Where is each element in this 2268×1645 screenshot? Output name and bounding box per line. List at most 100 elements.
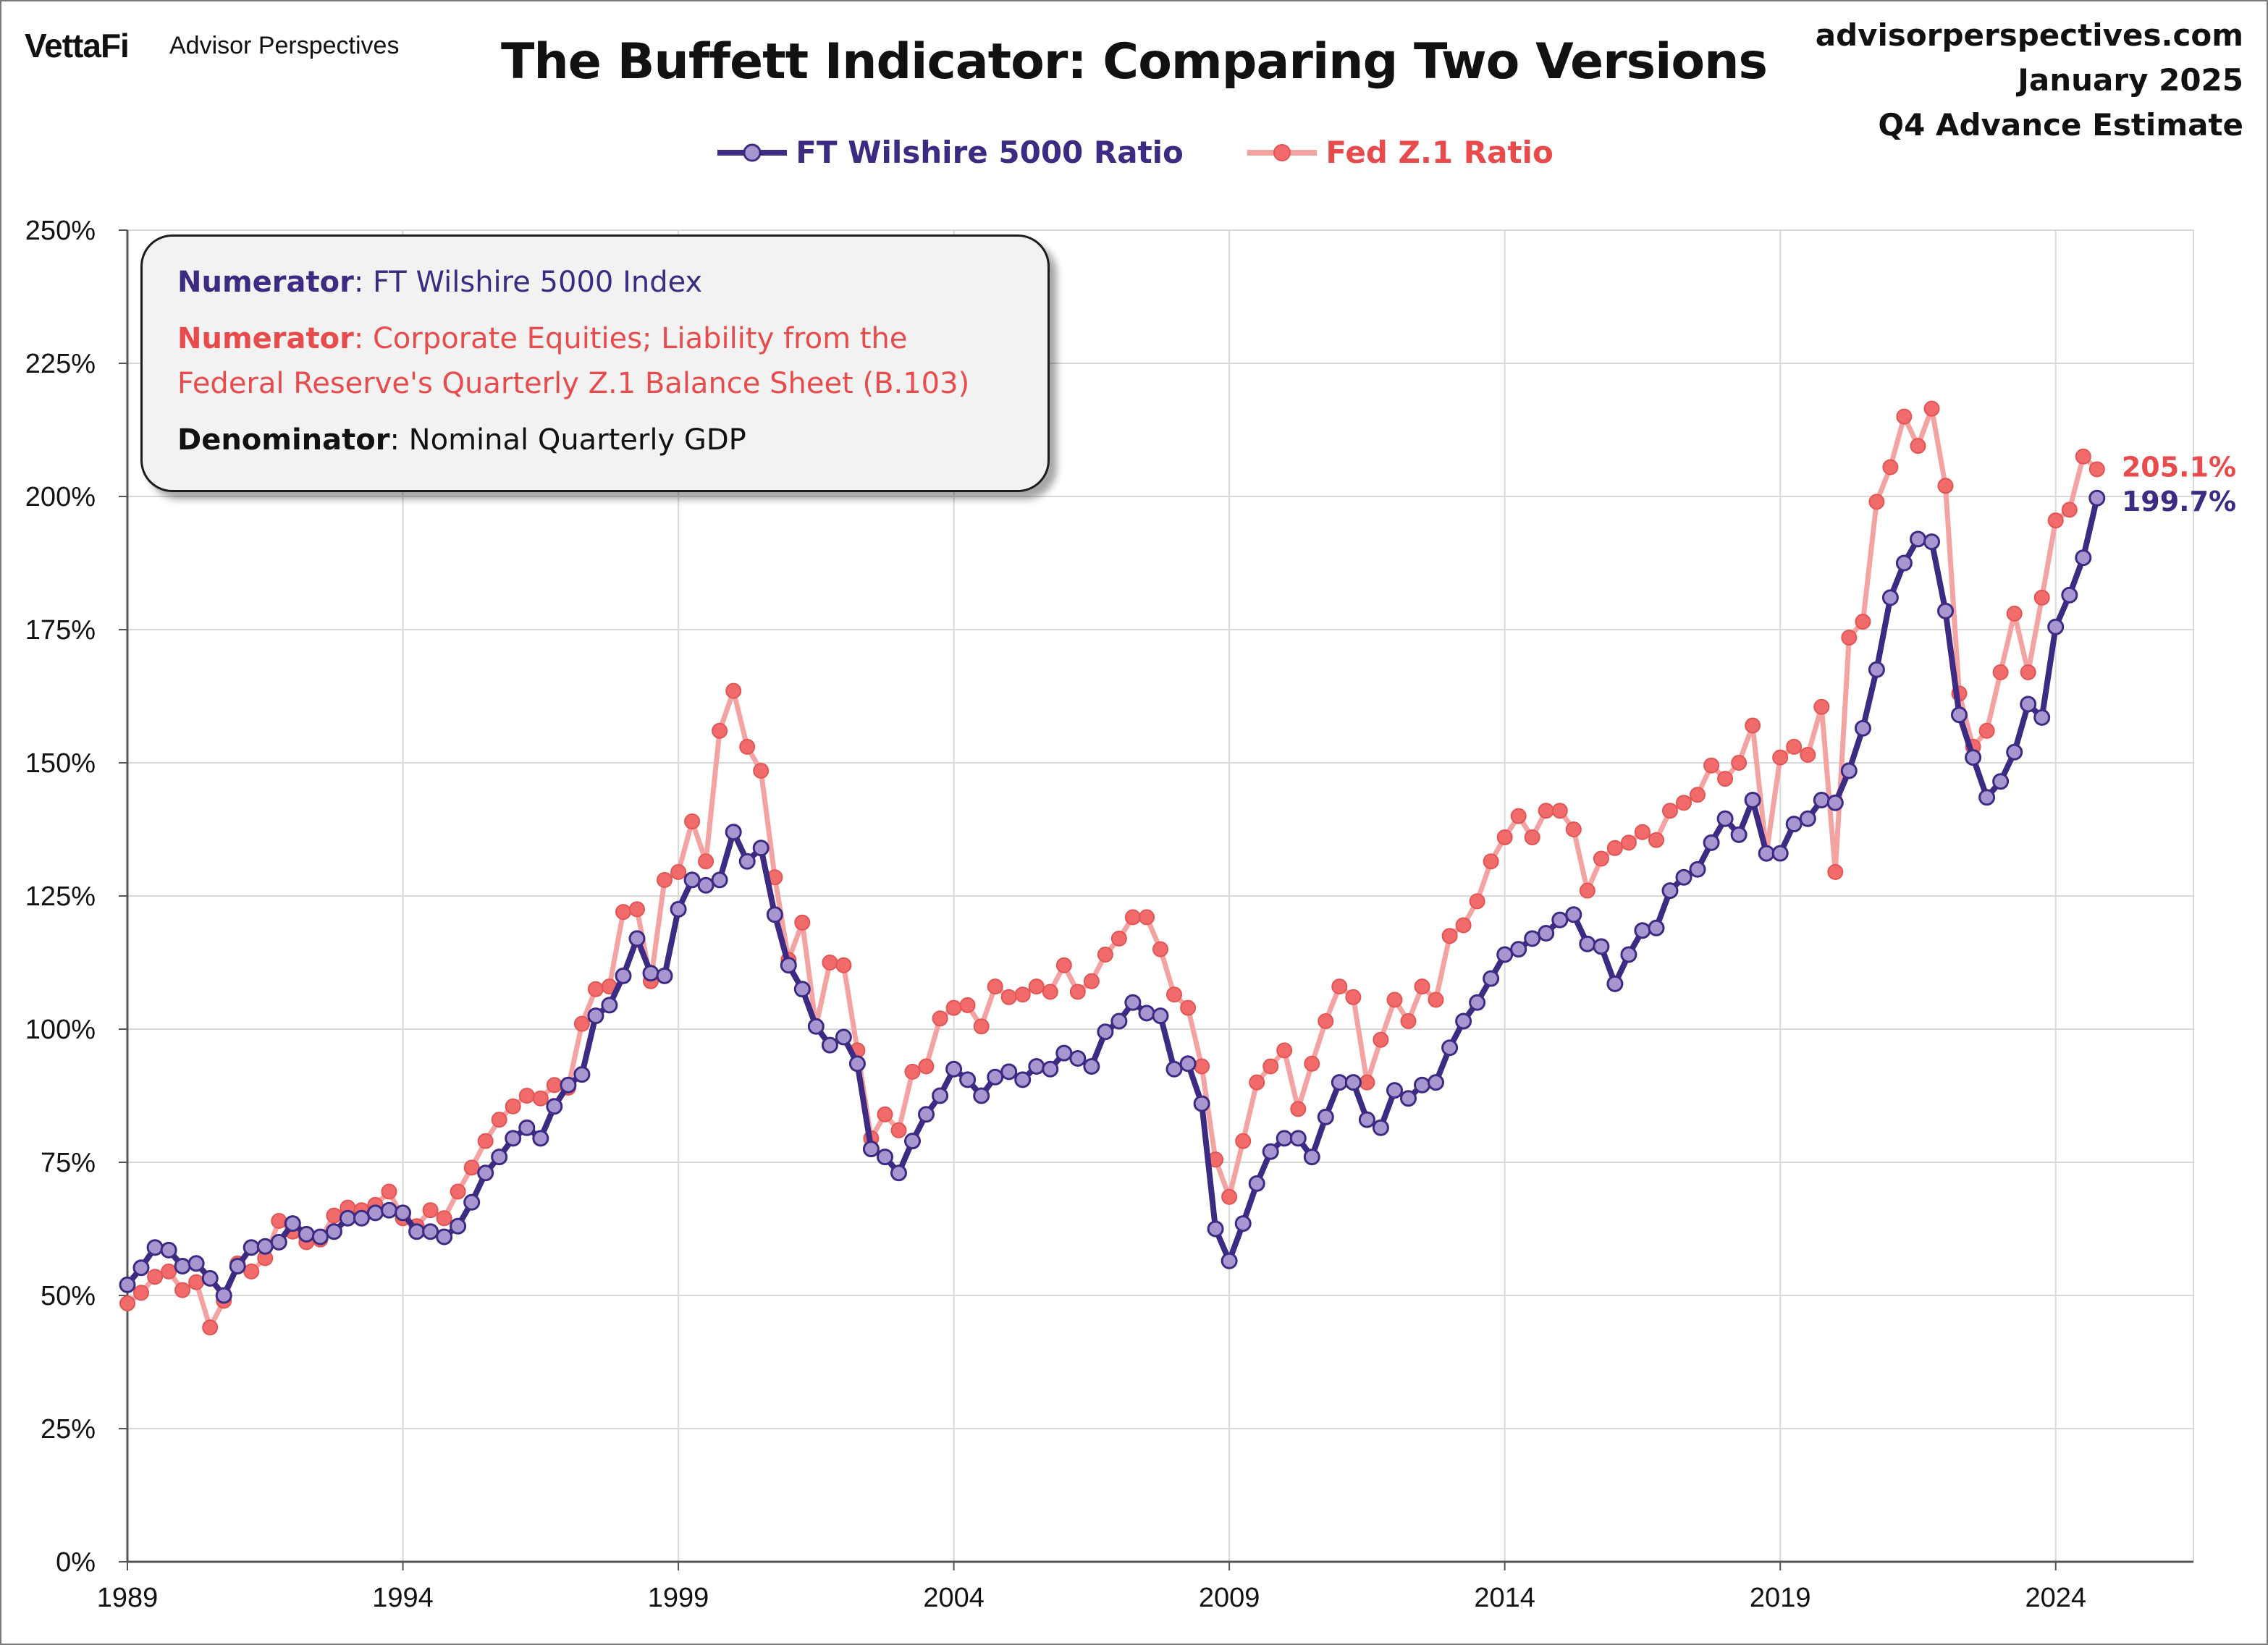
wilshire-series-point <box>1055 1044 1073 1062</box>
wilshire-series-point <box>422 1223 439 1240</box>
wilshire-series-point <box>1565 906 1582 923</box>
wilshire-series-point <box>904 1133 921 1150</box>
fed-series-point <box>1386 991 1403 1008</box>
wilshire-series-point <box>1923 533 1940 551</box>
wilshire-series-point <box>1414 1076 1430 1094</box>
fed-series-point <box>1882 459 1899 475</box>
y-tick-label: 75% <box>41 1148 96 1178</box>
wilshire-series-point <box>848 1055 866 1073</box>
y-tick-label: 125% <box>25 881 96 912</box>
fed-series-point <box>1855 614 1871 630</box>
fed-series-point <box>959 997 976 1013</box>
wilshire-series-point <box>311 1228 329 1246</box>
x-tick-label: 2014 <box>1474 1583 1535 1613</box>
wilshire-series-point <box>1689 860 1706 878</box>
wilshire-series-point <box>1138 1005 1155 1022</box>
wilshire-series-point <box>491 1149 508 1166</box>
wilshire-series-point <box>587 1007 604 1025</box>
wilshire-series-point <box>1593 938 1610 955</box>
wilshire-series-point <box>1937 602 1954 619</box>
fed-series-point <box>1717 771 1734 787</box>
wilshire-series-point <box>862 1141 880 1158</box>
wilshire-series-point <box>835 1028 852 1046</box>
fed-series-point <box>1428 991 1444 1008</box>
wilshire-series-point <box>1248 1175 1265 1192</box>
wilshire-series-point <box>1978 789 1996 806</box>
fed-series-point <box>422 1202 439 1219</box>
wilshire-series-point <box>918 1106 935 1123</box>
wilshire-series-point <box>1840 762 1858 779</box>
info-fed-numerator: Numerator: Corporate Equities; Liability… <box>177 322 908 355</box>
wilshire-series-point <box>146 1239 164 1256</box>
fed-series-point <box>2075 448 2091 465</box>
wilshire-series-point <box>1234 1215 1252 1232</box>
x-tick-label: 2024 <box>2025 1583 2086 1613</box>
wilshire-series-point <box>1358 1111 1375 1128</box>
wilshire-series-point <box>821 1036 838 1054</box>
wilshire-series-point <box>642 965 659 982</box>
wilshire-series-point <box>1606 975 1624 992</box>
y-tick-label: 175% <box>25 615 96 646</box>
wilshire-series-point <box>546 1098 563 1115</box>
fed-series-point <box>1772 749 1789 766</box>
wilshire-series-point <box>256 1238 274 1255</box>
wilshire-series-point <box>725 824 742 841</box>
wilshire-series-point <box>1965 749 1982 766</box>
fed-series-point <box>1538 803 1554 819</box>
wilshire-series-point <box>2075 549 2092 567</box>
fed-series-point <box>1565 821 1582 837</box>
wilshire-series-point <box>1881 589 1899 606</box>
wilshire-series-point <box>793 981 811 998</box>
wilshire-series-point <box>1648 919 1665 936</box>
wilshire-series-point <box>1028 1058 1045 1075</box>
y-tick-label: 200% <box>25 482 96 512</box>
wilshire-series-point <box>1207 1220 1224 1238</box>
wilshire-series-point <box>1014 1071 1032 1088</box>
wilshire-series-point <box>298 1225 315 1243</box>
fed-series-point <box>1290 1101 1307 1117</box>
fed-series-point <box>174 1282 191 1298</box>
wilshire-series-point <box>1758 845 1775 862</box>
wilshire-series-point <box>1317 1108 1334 1125</box>
wilshire-series-point <box>229 1258 246 1274</box>
fed-series-point <box>2047 512 2064 529</box>
fed-series-point <box>1097 947 1113 963</box>
x-tick-label: 2019 <box>1750 1583 1811 1613</box>
wilshire-series-point <box>1441 1039 1459 1057</box>
fed-end-label: 205.1% <box>2122 451 2236 483</box>
wilshire-series-point <box>1785 816 1803 833</box>
fed-series-point <box>1180 999 1197 1016</box>
wilshire-series-point <box>766 906 783 923</box>
wilshire-series-point <box>1771 845 1789 862</box>
wilshire-series-point <box>339 1209 356 1227</box>
wilshire-series-point <box>1110 1012 1128 1030</box>
legend-wilshire-label: FT Wilshire 5000 Ratio <box>796 135 1184 170</box>
wilshire-series-point <box>670 900 687 918</box>
wilshire-series-point <box>1372 1119 1389 1136</box>
wilshire-series-point <box>187 1255 205 1272</box>
fed-series-point <box>698 853 714 870</box>
fed-series-point <box>739 738 756 755</box>
wilshire-series-point <box>738 853 756 870</box>
wilshire-series-point <box>780 957 797 974</box>
wilshire-series-point <box>450 1217 467 1235</box>
wilshire-series-point <box>1579 935 1596 952</box>
wilshire-series-point <box>1483 970 1500 987</box>
wilshire-series-point <box>877 1149 893 1166</box>
fed-series-point <box>450 1183 466 1200</box>
fed-series-point <box>532 1090 549 1107</box>
wilshire-series-point <box>1276 1130 1293 1147</box>
wilshire-series-point <box>381 1201 397 1219</box>
wilshire-series-point <box>987 1068 1004 1086</box>
wilshire-series-point <box>505 1130 522 1147</box>
fed-series-point <box>1896 408 1913 425</box>
fed-series-point <box>987 978 1003 995</box>
fed-series-point <box>1124 909 1141 926</box>
wilshire-series-point <box>2061 586 2078 604</box>
fed-series-point <box>1400 1013 1417 1029</box>
wilshire-series-point <box>752 840 770 857</box>
fed-series-point <box>147 1269 164 1285</box>
wilshire-series-point <box>1524 930 1541 947</box>
wilshire-series-point <box>656 967 673 984</box>
wilshire-series-point <box>1042 1060 1059 1078</box>
